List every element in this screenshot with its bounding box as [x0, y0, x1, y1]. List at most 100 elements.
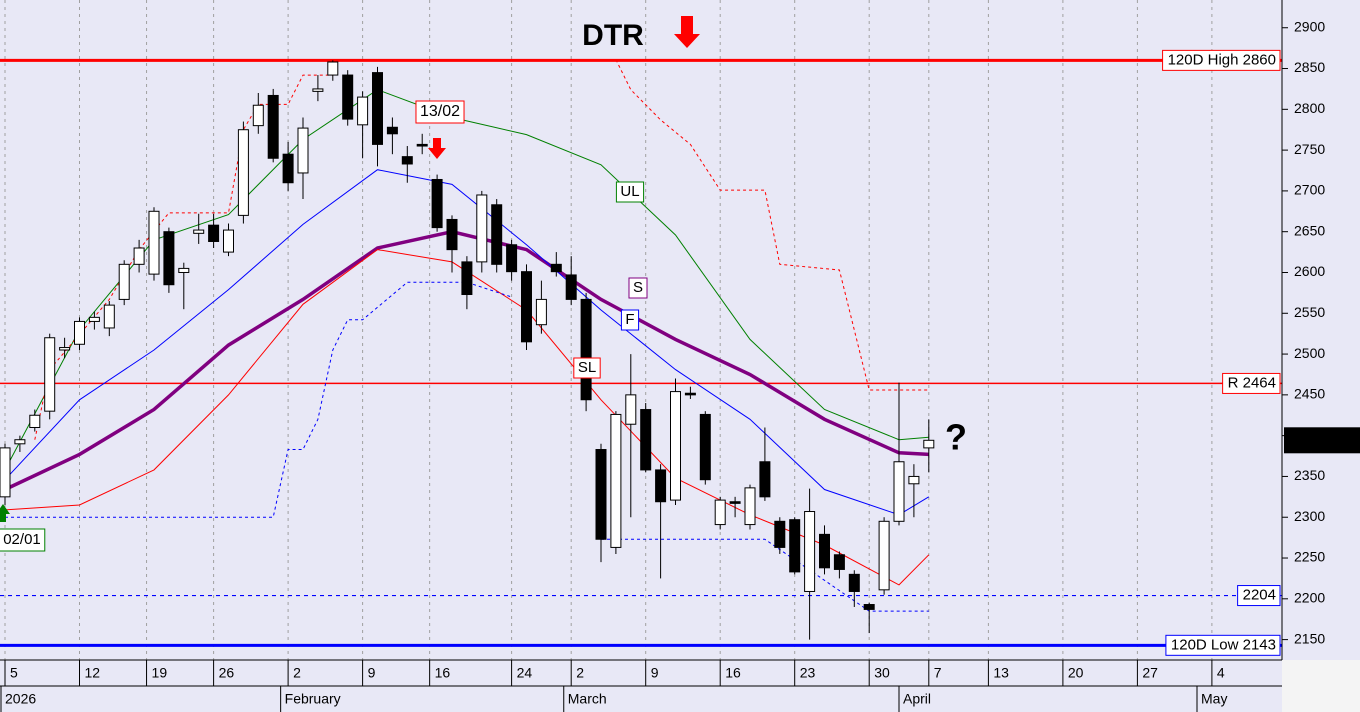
y-tick-label: 2800 [1294, 100, 1325, 116]
candle-body [237, 129, 249, 216]
x-tick-label: 12 [85, 665, 101, 681]
candle-body [163, 231, 175, 286]
candle-body [431, 178, 443, 229]
candle-body [774, 520, 786, 548]
series-label-box [573, 357, 601, 379]
candle-body [148, 210, 160, 275]
candle-body [193, 229, 205, 234]
x-tick-label: 2 [576, 665, 584, 681]
candle-body [416, 143, 428, 147]
annotation: DTR [582, 19, 644, 52]
x-tick-label: 5 [10, 665, 18, 681]
candle-body [759, 461, 771, 498]
candle-body [535, 298, 547, 326]
candle-body [610, 413, 622, 548]
y-tick-label: 2900 [1294, 18, 1325, 34]
candle-body [655, 469, 667, 503]
candle-body [357, 96, 369, 126]
candle-body [744, 487, 756, 526]
indicator-line [4, 169, 930, 516]
candle-body [44, 337, 56, 412]
x-tick-label: 27 [1142, 665, 1158, 681]
candle-body [386, 126, 398, 135]
month-label: March [568, 691, 607, 707]
candle-body [223, 229, 234, 253]
x-tick-label: 19 [152, 665, 168, 681]
candle-body [342, 74, 354, 120]
candle-body [863, 604, 875, 610]
candle-body [312, 88, 324, 92]
last-price-label: 2394.30 [1295, 431, 1349, 448]
candle-body [565, 274, 577, 300]
annotation-box [0, 528, 46, 552]
level-label-box [1222, 372, 1281, 394]
candle-body [118, 263, 130, 300]
grid [4, 0, 1213, 660]
candle-body [670, 391, 681, 501]
month-label: 2026 [5, 691, 36, 707]
candle-body [550, 263, 562, 273]
candle-body [88, 316, 100, 322]
y-tick-label: 2450 [1294, 386, 1325, 402]
candle-body [923, 439, 935, 449]
candle-body [893, 461, 905, 522]
candle-body [0, 447, 11, 498]
signal-arrow [0, 504, 10, 522]
annotation: 02/01 [3, 531, 41, 548]
candle-body [833, 554, 845, 570]
x-tick-label: 2 [293, 665, 301, 681]
candle-body [461, 261, 473, 296]
series-label-box [620, 309, 640, 331]
level-label: 2204 [1243, 587, 1276, 604]
month-label: April [903, 691, 931, 707]
series-label: UL [620, 183, 639, 200]
candle-body [714, 499, 726, 526]
y-tick-label: 2850 [1294, 59, 1325, 75]
corner [1282, 660, 1360, 712]
candle-body [684, 392, 696, 396]
indicator-line [34, 59, 929, 440]
y-tick-label: 2300 [1294, 508, 1325, 524]
plot [0, 58, 1282, 647]
candle-body [372, 72, 383, 145]
series-label-box [615, 181, 645, 203]
y-tick-label: 2700 [1294, 182, 1325, 198]
candle-body [208, 224, 220, 242]
x-tick-label: 23 [800, 665, 816, 681]
y-tick-label: 2750 [1294, 141, 1325, 157]
candle-body [59, 347, 71, 351]
x-tick-label: 30 [874, 665, 890, 681]
y-tick-label: 2150 [1294, 630, 1325, 646]
series-label: SL [578, 359, 596, 376]
y-tick-label: 2500 [1294, 345, 1325, 361]
x-tick-label: 24 [517, 665, 533, 681]
candle-body [103, 304, 115, 329]
candle-body [267, 94, 279, 159]
candle-body [14, 439, 26, 445]
series-label: S [633, 279, 643, 296]
candle-body [699, 413, 711, 481]
candle-body [29, 414, 41, 428]
candle-body [506, 244, 518, 273]
series-label-box [628, 277, 648, 299]
candle-body [74, 320, 85, 345]
candle-body [878, 520, 890, 591]
annotation-box [415, 100, 465, 124]
level-label-box [1237, 585, 1281, 607]
candle-body [729, 501, 741, 504]
x-tick-label: 4 [1217, 665, 1225, 681]
y-tick-label: 2550 [1294, 304, 1325, 320]
y-tick-label: 2350 [1294, 467, 1325, 483]
x-tick-label: 7 [934, 665, 942, 681]
annotation: 13/02 [420, 103, 460, 120]
level-label: 120D High 2860 [1168, 51, 1276, 68]
x-tick-label: 13 [993, 665, 1009, 681]
level-label-box [1165, 634, 1281, 656]
x-tick-label: 26 [219, 665, 235, 681]
candle-body [804, 511, 816, 592]
x-tick-label: 16 [435, 665, 451, 681]
indicator-line [5, 281, 929, 612]
candle-body [133, 247, 145, 265]
